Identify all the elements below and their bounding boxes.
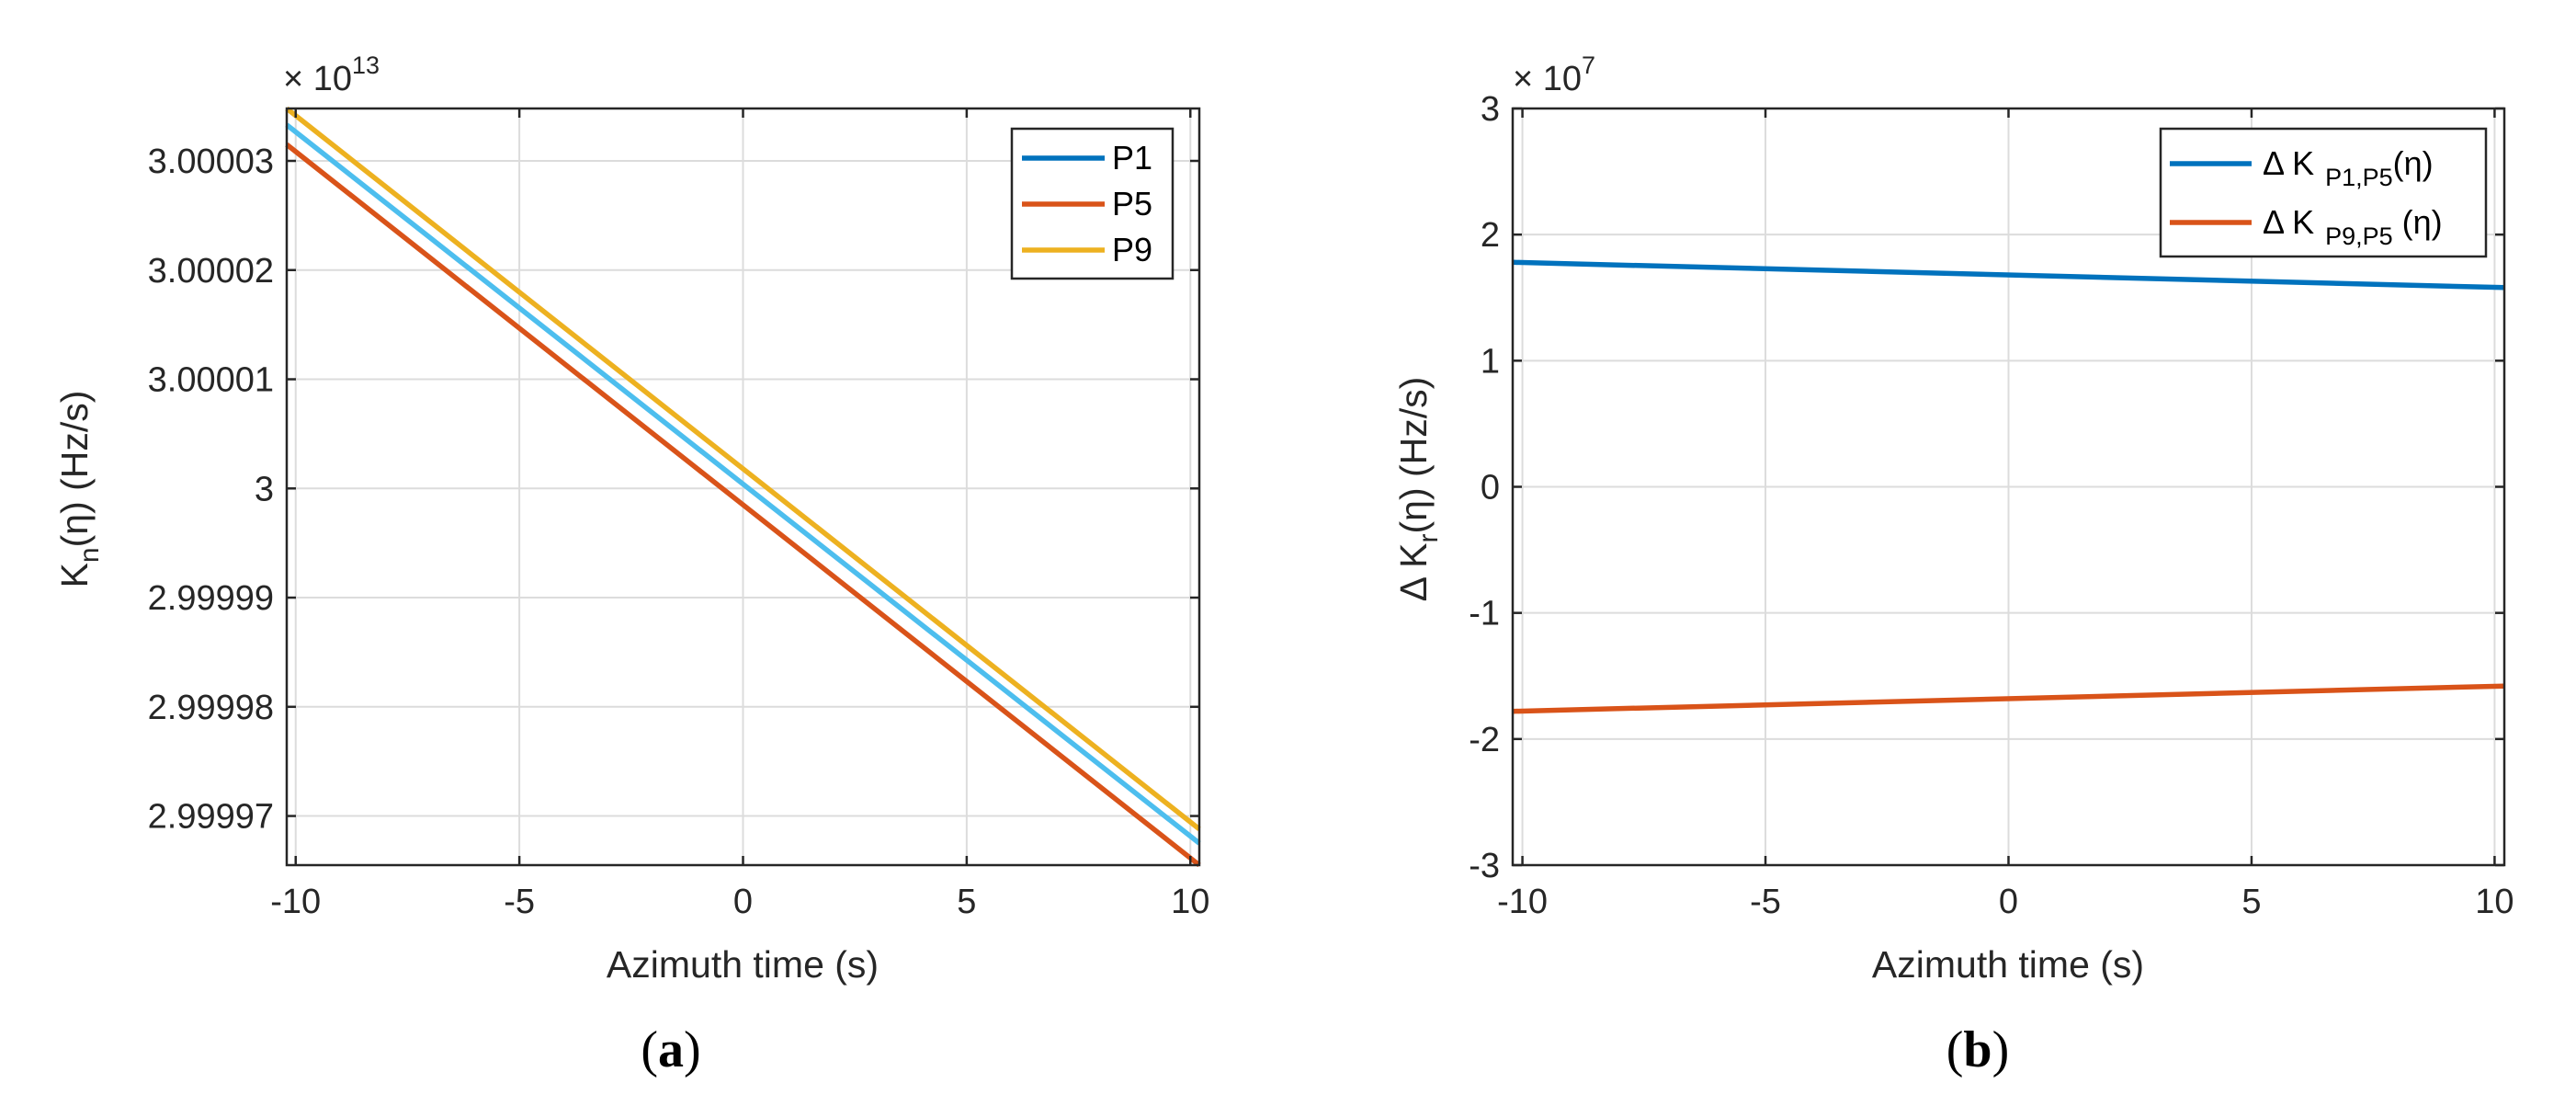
chart-a-grid <box>287 108 1199 865</box>
chart-a-ylabel: Kn(η) (Hz/s) <box>53 391 105 588</box>
chart-b-xtick-label-1: -5 <box>1750 883 1781 921</box>
chart-b-xtick-label-2: 0 <box>1999 883 2018 921</box>
chart-b-legend-label-0: Δ K P1,P5(η) <box>2263 144 2434 191</box>
chart-a-ticks: -10 -5 0 5 10 2.99997 2.99998 2.99999 3 3.00001 3.… <box>148 108 1209 921</box>
chart-a-xtick-label-4: 10 <box>1171 883 1209 921</box>
chart-b-xlabel: Azimuth time (s) <box>1872 943 2144 986</box>
chart-a-ytick-label-1: 2.99998 <box>148 689 274 727</box>
chart-a-xtick-label-0: -10 <box>270 883 321 921</box>
chart-a-xtick-label-3: 5 <box>957 883 976 921</box>
chart-b-caption: (b) <box>1946 1021 2009 1078</box>
chart-a-series-line-2 <box>285 106 1201 831</box>
chart-a-xtick-label-2: 0 <box>733 883 753 921</box>
chart-a-ytick-label-5: 3.00002 <box>148 252 274 291</box>
chart-b-series <box>1512 259 2505 714</box>
chart-a-ytick-label-3: 3 <box>255 470 274 508</box>
chart-a-caption: (a) <box>641 1021 700 1078</box>
chart-a-series-line-1 <box>285 143 1201 868</box>
chart-a-legend: P1 P5 P9 <box>1010 127 1175 280</box>
chart-b-legend-box <box>2159 127 2488 258</box>
chart-b-series-line-1 <box>1512 683 2505 714</box>
chart-b-xtick-label-0: -10 <box>1497 883 1548 921</box>
chart-b-legend-label-1: Δ K P9,P5 (η) <box>2263 203 2443 250</box>
chart-a-exponent: × 1013 <box>283 51 380 98</box>
chart-b-legend: Δ K P1,P5(η) Δ K P9,P5 (η) <box>2159 127 2488 258</box>
chart-b-ytick-label-6: 3 <box>1481 90 1500 129</box>
chart-b-ytick-label-1: -2 <box>1469 721 1500 759</box>
chart-b-ylabel: Δ Kr(η) (Hz/s) <box>1392 377 1444 602</box>
chart-a-ytick-label-2: 2.99999 <box>148 579 274 618</box>
chart-b-ytick-label-2: -1 <box>1469 595 1500 633</box>
chart-b-xtick-label-4: 10 <box>2475 883 2514 921</box>
chart-b-ytick-label-3: 0 <box>1481 469 1500 507</box>
chart-a-series-line-0 <box>285 122 1201 846</box>
chart-a-xlabel: Azimuth time (s) <box>607 943 879 986</box>
chart-a-ytick-label-0: 2.99997 <box>148 798 274 837</box>
chart-b-xtick-label-3: 5 <box>2241 883 2261 921</box>
chart-a-series <box>285 106 1201 868</box>
chart-a-legend-label-1: P5 <box>1112 185 1152 222</box>
chart-a-legend-label-2: P9 <box>1112 231 1152 268</box>
chart-b-series-line-0 <box>1512 259 2505 291</box>
chart-a-ytick-label-6: 3.00003 <box>148 143 274 181</box>
chart-a: -10 -5 0 5 10 2.99997 2.99998 2.99999 3 3.00001 3.… <box>53 51 1209 1078</box>
chart-a-legend-label-0: P1 <box>1112 139 1152 177</box>
chart-a-xtick-label-1: -5 <box>504 883 535 921</box>
chart-b-ytick-label-0: -3 <box>1469 847 1500 885</box>
chart-b-ytick-label-5: 2 <box>1481 216 1500 255</box>
chart-a-ytick-label-4: 3.00001 <box>148 361 274 400</box>
chart-b-exponent: × 107 <box>1513 51 1595 98</box>
chart-b-ytick-label-4: 1 <box>1481 342 1500 381</box>
